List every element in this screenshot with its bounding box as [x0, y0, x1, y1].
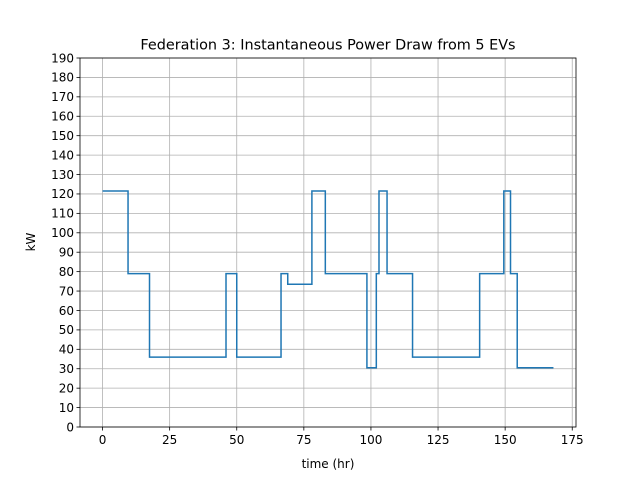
y-tick-label: 0 — [66, 420, 74, 434]
power-draw-series-line — [102, 190, 554, 369]
y-axis-ticks: 0 10 20 30 40 50 60 70 80 90 100 110 120 130 140 150 160… — [51, 51, 80, 434]
x-tick-label: 75 — [296, 433, 311, 447]
y-tick-label: 170 — [51, 90, 74, 104]
y-tick-label: 60 — [59, 304, 74, 318]
x-tick-label: 0 — [99, 433, 107, 447]
x-tick-label: 50 — [229, 433, 244, 447]
y-tick-label: 30 — [59, 362, 74, 376]
y-tick-label: 40 — [59, 343, 74, 357]
y-tick-label: 110 — [51, 207, 74, 221]
y-tick-label: 20 — [59, 381, 74, 395]
y-tick-label: 70 — [59, 284, 74, 298]
x-axis-label: time (hr) — [302, 457, 355, 471]
y-tick-label: 150 — [51, 129, 74, 143]
x-tick-label: 175 — [561, 433, 584, 447]
x-tick-label: 100 — [359, 433, 382, 447]
y-tick-label: 90 — [59, 246, 74, 260]
grid-lines — [80, 57, 576, 428]
x-tick-label: 25 — [162, 433, 177, 447]
chart-title: Federation 3: Instantaneous Power Draw f… — [140, 38, 515, 54]
y-tick-label: 80 — [59, 265, 74, 279]
y-tick-label: 10 — [59, 401, 74, 415]
y-tick-label: 160 — [51, 110, 74, 124]
y-tick-label: 140 — [51, 148, 74, 162]
series-layer — [102, 190, 554, 369]
y-tick-label: 100 — [51, 226, 74, 240]
x-tick-label: 150 — [494, 433, 517, 447]
y-tick-label: 130 — [51, 168, 74, 182]
y-tick-label: 180 — [51, 71, 74, 85]
y-tick-label: 120 — [51, 187, 74, 201]
y-tick-label: 190 — [51, 51, 74, 65]
y-tick-label: 50 — [59, 323, 74, 337]
y-axis-label: kW — [24, 232, 38, 251]
axes-frame — [79, 57, 577, 428]
x-tick-label: 125 — [427, 433, 450, 447]
x-axis-ticks: 0 25 50 75 100 125 150 175 — [99, 427, 584, 447]
